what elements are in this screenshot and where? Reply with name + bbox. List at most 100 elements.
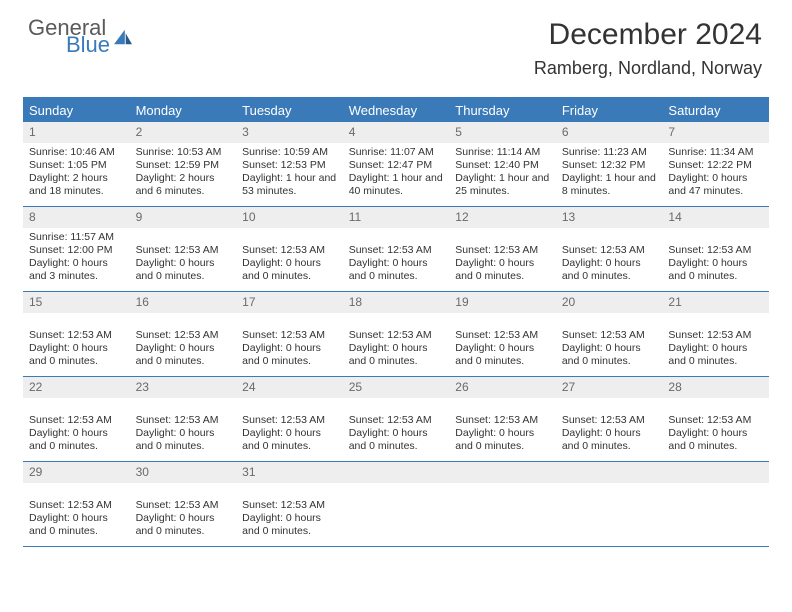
day-number-band: 14 [662,207,769,228]
day-line: Daylight: 0 hours and 0 minutes. [29,342,124,368]
day-number-band: 5 [449,122,556,143]
day-number-band: 21 [662,292,769,313]
day-content: Sunrise: 10:53 AMSunset: 12:59 PMDayligh… [130,143,237,203]
day-number-band: 16 [130,292,237,313]
weekday-header: Friday [556,99,663,122]
weeks-container: 1Sunrise: 10:46 AMSunset: 1:05 PMDayligh… [23,122,769,547]
day-line [29,486,124,499]
day-content: Sunset: 12:53 AMDaylight: 0 hours and 0 … [23,313,130,373]
day-line: Daylight: 1 hour and 25 minutes. [455,172,550,198]
day-cell: 26 Sunset: 12:53 AMDaylight: 0 hours and… [449,377,556,461]
day-content: Sunset: 12:53 AMDaylight: 0 hours and 0 … [130,228,237,288]
day-content: Sunset: 12:53 AMDaylight: 0 hours and 0 … [449,228,556,288]
weekday-header: Sunday [23,99,130,122]
day-line [29,401,124,414]
day-line: Daylight: 2 hours and 6 minutes. [136,172,231,198]
day-content [343,483,450,490]
day-line: Sunrise: 10:46 AM [29,146,124,159]
day-number-band: . [343,462,450,483]
day-number-band: 29 [23,462,130,483]
day-number-band: 19 [449,292,556,313]
day-number-band: 18 [343,292,450,313]
day-number-band: 6 [556,122,663,143]
day-number-band: 17 [236,292,343,313]
day-content: Sunset: 12:53 AMDaylight: 0 hours and 0 … [556,313,663,373]
day-content: Sunset: 12:53 AMDaylight: 0 hours and 0 … [343,313,450,373]
day-line [562,231,657,244]
day-line: Sunset: 12:59 PM [136,159,231,172]
day-line: Sunset: 12:00 PM [29,244,124,257]
day-line: Daylight: 1 hour and 40 minutes. [349,172,444,198]
day-line: Daylight: 1 hour and 8 minutes. [562,172,657,198]
day-cell: 23 Sunset: 12:53 AMDaylight: 0 hours and… [130,377,237,461]
day-cell: 20 Sunset: 12:53 AMDaylight: 0 hours and… [556,292,663,376]
day-line: Sunset: 12:47 PM [349,159,444,172]
day-line: Sunset: 12:53 AM [455,329,550,342]
day-content: Sunset: 12:53 AMDaylight: 0 hours and 0 … [130,398,237,458]
day-content [662,483,769,490]
day-line: Sunset: 12:53 AM [349,414,444,427]
day-line: Daylight: 0 hours and 0 minutes. [29,427,124,453]
day-line: Sunset: 12:32 PM [562,159,657,172]
day-number-band: 2 [130,122,237,143]
day-line: Daylight: 0 hours and 0 minutes. [349,257,444,283]
day-line: Sunset: 12:53 AM [136,414,231,427]
day-content: Sunrise: 11:23 AMSunset: 12:32 PMDayligh… [556,143,663,203]
logo: General Blue [28,18,134,56]
day-line [562,316,657,329]
day-line: Sunrise: 11:07 AM [349,146,444,159]
day-line: Sunset: 12:53 AM [29,414,124,427]
day-line: Sunrise: 11:23 AM [562,146,657,159]
day-number-band: 12 [449,207,556,228]
day-cell: 8Sunrise: 11:57 AMSunset: 12:00 PMDaylig… [23,207,130,291]
week-row: 15 Sunset: 12:53 AMDaylight: 0 hours and… [23,292,769,377]
day-number-band: 15 [23,292,130,313]
day-number-band: 24 [236,377,343,398]
day-line: Sunset: 12:53 AM [455,244,550,257]
day-line: Daylight: 0 hours and 0 minutes. [136,427,231,453]
day-cell: 5Sunrise: 11:14 AMSunset: 12:40 PMDaylig… [449,122,556,206]
day-number-band: 3 [236,122,343,143]
day-content: Sunset: 12:53 AMDaylight: 0 hours and 0 … [449,313,556,373]
day-number-band: 23 [130,377,237,398]
day-number-band: 10 [236,207,343,228]
day-line: Daylight: 0 hours and 0 minutes. [242,512,337,538]
day-content: Sunset: 12:53 AMDaylight: 0 hours and 0 … [343,228,450,288]
day-line: Daylight: 0 hours and 0 minutes. [562,427,657,453]
day-line: Daylight: 0 hours and 0 minutes. [455,257,550,283]
day-content: Sunset: 12:53 AMDaylight: 0 hours and 0 … [662,398,769,458]
day-cell: 3Sunrise: 10:59 AMSunset: 12:53 PMDaylig… [236,122,343,206]
day-content: Sunset: 12:53 AMDaylight: 0 hours and 0 … [236,228,343,288]
day-cell: 14 Sunset: 12:53 AMDaylight: 0 hours and… [662,207,769,291]
week-row: 1Sunrise: 10:46 AMSunset: 1:05 PMDayligh… [23,122,769,207]
day-number-band: 4 [343,122,450,143]
day-cell: 25 Sunset: 12:53 AMDaylight: 0 hours and… [343,377,450,461]
day-cell: 1Sunrise: 10:46 AMSunset: 1:05 PMDayligh… [23,122,130,206]
sail-icon [112,28,134,46]
day-cell: 29 Sunset: 12:53 AMDaylight: 0 hours and… [23,462,130,546]
day-line: Sunset: 12:53 AM [136,329,231,342]
day-line: Sunset: 12:53 AM [349,244,444,257]
day-line: Sunrise: 11:34 AM [668,146,763,159]
day-line [562,401,657,414]
day-line: Sunset: 12:53 AM [455,414,550,427]
day-cell: . [662,462,769,546]
day-line: Sunset: 12:53 AM [349,329,444,342]
day-number-band: 28 [662,377,769,398]
week-row: 8 Sunrise: 11:57 AMSunset: 12:00 PM Daylig… [23,207,769,292]
week-row: 22 Sunset: 12:53 AMDaylight: 0 hours and… [23,377,769,462]
day-line: Daylight: 0 hours and 0 minutes. [668,342,763,368]
day-cell: 28 Sunset: 12:53 AMDaylight: 0 hours and… [662,377,769,461]
day-line: Daylight: 0 hours and 0 minutes. [242,257,337,283]
day-line: Daylight: 0 hours and 0 minutes. [349,342,444,368]
day-number-band: 8 [23,207,130,228]
day-line [242,231,337,244]
day-line: Sunrise: 10:53 AM [136,146,231,159]
day-cell: 21 Sunset: 12:53 AMDaylight: 0 hours and… [662,292,769,376]
day-line: Sunrise: 11:57 AM [29,231,124,244]
day-cell: . [449,462,556,546]
logo-text-blue: Blue [66,35,110,56]
day-cell: 30 Sunset: 12:53 AMDaylight: 0 hours and… [130,462,237,546]
day-line: Daylight: 0 hours and 0 minutes. [136,342,231,368]
day-number-band: . [449,462,556,483]
